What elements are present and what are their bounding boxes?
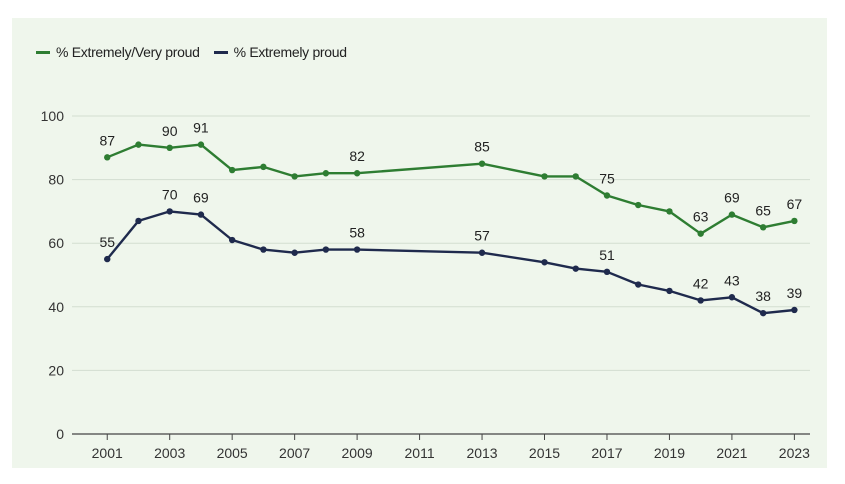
data-point-0-2013	[478, 160, 486, 167]
legend-swatch-extremely-very-proud	[36, 50, 50, 54]
data-point-1-2005	[228, 236, 236, 244]
data-point-0-2018	[635, 201, 642, 209]
data-point-0-2017	[603, 192, 611, 199]
data-label-1-2020: 42	[693, 275, 709, 291]
data-point-1-2002	[135, 217, 142, 225]
chart-panel: % Extremely/Very proud % Extremely proud…	[12, 18, 827, 468]
data-label-1-2001: 55	[99, 234, 115, 250]
data-point-0-2022	[759, 224, 767, 231]
data-point-0-2020	[697, 230, 704, 237]
data-point-1-2017	[603, 268, 611, 276]
x-tick-label-2023: 2023	[779, 445, 810, 461]
data-point-1-2020	[697, 297, 704, 304]
data-label-1-2023: 39	[787, 285, 803, 301]
data-point-0-2021	[728, 211, 736, 218]
x-tick-label-2019: 2019	[654, 445, 685, 461]
data-label-0-2023: 67	[787, 196, 803, 212]
data-label-0-2017: 75	[599, 171, 615, 187]
data-point-1-2013	[478, 249, 486, 256]
legend-item-extremely-proud: % Extremely proud	[213, 44, 347, 60]
data-label-1-2004: 69	[193, 190, 209, 206]
series-line-0	[106, 143, 795, 235]
data-point-0-2016	[572, 173, 579, 180]
data-label-1-2022: 38	[755, 288, 771, 304]
y-tick-label-80: 80	[48, 172, 64, 188]
y-tick-label-60: 60	[48, 235, 64, 251]
x-tick-label-2003: 2003	[154, 445, 185, 461]
data-label-0-2009: 82	[349, 148, 365, 164]
legend-swatch-extremely-proud	[213, 50, 228, 54]
y-tick-label-100: 100	[41, 108, 65, 124]
data-point-1-2003	[166, 208, 173, 215]
data-point-1-2004	[197, 211, 205, 218]
data-point-1-2019	[666, 287, 673, 295]
data-label-0-2001: 87	[99, 132, 115, 148]
x-tick-label-2001: 2001	[92, 445, 123, 461]
x-tick-label-2013: 2013	[466, 445, 497, 461]
data-label-0-2013: 85	[474, 139, 490, 155]
y-tick-label-20: 20	[48, 362, 64, 378]
data-point-1-2023	[791, 306, 798, 314]
data-point-0-2019	[666, 208, 673, 215]
line-chart: 0 20 40 60 80 100 2001 2003 2005 2007 2009 2011 2013…	[41, 108, 811, 461]
x-tick-label-2015: 2015	[529, 445, 560, 461]
data-point-0-2006	[260, 163, 267, 171]
data-label-1-2017: 51	[599, 247, 615, 263]
data-point-0-2015	[541, 173, 548, 180]
data-point-0-2023	[791, 217, 798, 225]
data-label-1-2013: 57	[474, 228, 490, 244]
data-point-0-2007	[291, 173, 298, 180]
x-tick-label-2005: 2005	[217, 445, 248, 461]
x-tick-label-2009: 2009	[342, 445, 373, 461]
data-label-0-2003: 90	[162, 123, 178, 139]
data-point-1-2015	[541, 259, 548, 266]
data-label-0-2022: 65	[755, 202, 771, 218]
legend-item-extremely-very-proud: % Extremely/Very proud	[36, 44, 200, 60]
data-label-0-2004: 91	[193, 120, 209, 136]
data-point-0-2002	[135, 141, 142, 148]
data-label-0-2021: 69	[724, 190, 740, 206]
data-point-0-2001	[104, 154, 111, 161]
x-tick-label-2017: 2017	[591, 445, 622, 461]
data-label-1-2021: 43	[724, 272, 740, 288]
data-point-1-2018	[635, 281, 642, 288]
x-tick-label-2011: 2011	[405, 445, 435, 461]
data-point-0-2003	[166, 144, 173, 151]
y-tick-label-0: 0	[56, 426, 64, 442]
data-point-1-2022	[759, 309, 767, 317]
data-point-1-2007	[291, 249, 298, 256]
data-label-0-2020: 63	[693, 209, 709, 225]
legend-label-extremely-proud: % Extremely proud	[233, 44, 347, 60]
x-tick-label-2007: 2007	[279, 445, 310, 461]
data-point-1-2016	[572, 265, 579, 272]
data-point-0-2004	[197, 141, 205, 148]
data-label-1-2009: 58	[349, 225, 365, 241]
data-point-1-2021	[728, 294, 736, 301]
data-label-1-2003: 70	[162, 186, 178, 202]
data-point-1-2006	[260, 246, 267, 253]
y-tick-label-40: 40	[48, 299, 64, 315]
data-point-0-2009	[353, 170, 361, 177]
data-point-0-2005	[228, 166, 236, 174]
data-point-1-2009	[353, 246, 361, 253]
legend-label-extremely-very-proud: % Extremely/Very proud	[56, 44, 200, 60]
x-tick-label-2021: 2021	[716, 445, 747, 461]
data-point-0-2008	[322, 170, 330, 177]
legend: % Extremely/Very proud % Extremely proud	[36, 44, 347, 60]
data-point-1-2008	[322, 246, 330, 253]
data-point-1-2001	[104, 255, 111, 263]
